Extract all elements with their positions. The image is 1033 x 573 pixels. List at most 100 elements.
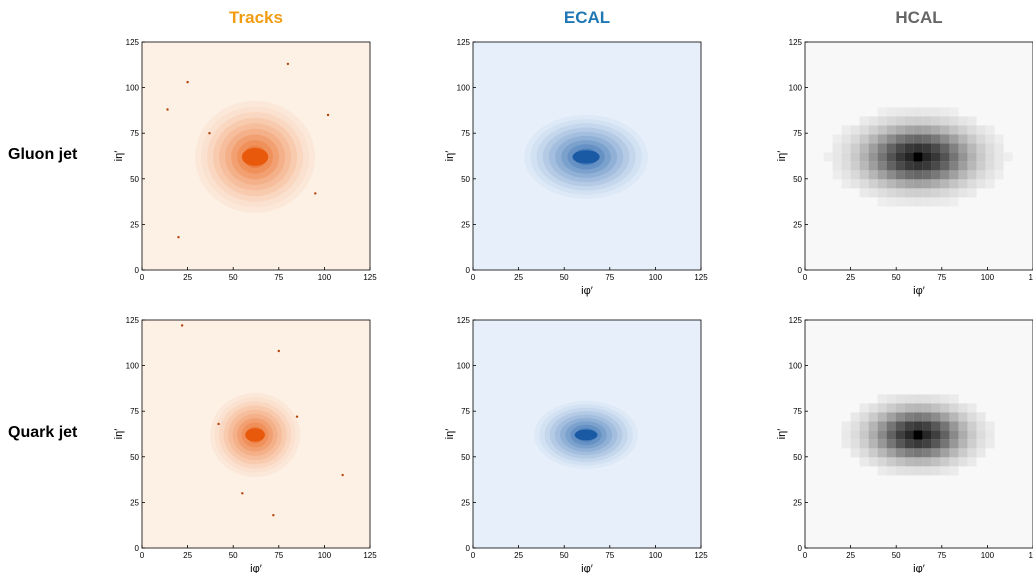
heatmap-cell xyxy=(850,448,860,458)
heatmap-cell xyxy=(940,107,950,117)
heatmap-cell xyxy=(922,448,932,458)
heatmap-cell xyxy=(967,430,977,440)
heatmap-cell xyxy=(931,430,941,440)
heatmap-cell xyxy=(895,394,905,404)
heatmap-cell xyxy=(913,466,923,476)
heatmap-cell xyxy=(913,188,923,198)
heatmap-cell xyxy=(922,179,932,189)
heatmap-cell xyxy=(985,179,995,189)
heatmap-cell xyxy=(868,457,878,467)
heatmap-peak-cell xyxy=(913,152,923,162)
y-tick-label: 25 xyxy=(130,220,139,229)
heatmap-cell xyxy=(949,116,959,126)
heatmap-cell xyxy=(922,412,932,422)
heatmap-cell xyxy=(913,394,923,404)
heatmap-cell xyxy=(940,152,950,162)
heatmap-cell xyxy=(940,421,950,431)
heatmap-cell xyxy=(931,457,941,467)
heatmap-cell xyxy=(859,143,869,153)
heatmap-cell xyxy=(913,421,923,431)
heatmap-cell xyxy=(877,188,887,198)
heatmap-cell xyxy=(877,134,887,144)
heatmap-cell xyxy=(904,421,914,431)
heatmap-cell xyxy=(841,430,851,440)
heatmap-cell xyxy=(940,448,950,458)
heatmap-cell xyxy=(967,152,977,162)
heatmap-cell xyxy=(940,188,950,198)
heatmap-cell xyxy=(877,116,887,126)
heatmap-cell xyxy=(886,188,896,198)
y-tick-label: 0 xyxy=(135,544,140,553)
x-tick-label: 50 xyxy=(892,551,901,560)
heatmap-cell xyxy=(949,179,959,189)
heatmap-cell xyxy=(859,403,869,413)
heatmap-cell xyxy=(904,197,914,207)
x-tick-label: 75 xyxy=(274,551,283,560)
panel-gluon-tracks: 00 25 25 50 50 75 75 100 100 125 125 iη′ xyxy=(113,38,377,282)
heatmap-cell xyxy=(904,457,914,467)
heatmap-cell xyxy=(868,179,878,189)
heatmap-cell xyxy=(994,134,1004,144)
heatmap-cell xyxy=(895,170,905,180)
track-hit xyxy=(277,349,280,353)
heatmap-cell xyxy=(859,430,869,440)
heatmap-cell xyxy=(868,412,878,422)
heatmap-cell xyxy=(859,179,869,189)
heatmap-cell xyxy=(904,179,914,189)
x-tick-label: 75 xyxy=(937,273,946,282)
track-hit xyxy=(286,62,290,66)
heatmap-cell xyxy=(922,197,932,207)
heatmap-cell xyxy=(1003,152,1013,162)
x-tick-label: 0 xyxy=(140,273,145,282)
heatmap-cell xyxy=(841,161,851,171)
heatmap-cell xyxy=(940,412,950,422)
x-axis-label: iφ′ xyxy=(581,285,593,297)
track-hit xyxy=(326,113,330,117)
column-title-tracks: Tracks xyxy=(229,8,283,27)
heatmap-cell xyxy=(913,197,923,207)
heatmap-cell xyxy=(868,421,878,431)
y-tick-label: 25 xyxy=(130,498,139,507)
heatmap-cell xyxy=(985,439,995,449)
panel-quark-tracks: 00 25 25 50 50 75 75 100 100 125 125 iφ′ iη′ xyxy=(113,316,377,573)
heatmap-cell xyxy=(958,403,968,413)
y-tick-label: 0 xyxy=(798,266,803,275)
x-tick-label: 50 xyxy=(229,551,238,560)
heatmap-cell xyxy=(868,188,878,198)
heatmap-cell xyxy=(940,403,950,413)
y-tick-label: 75 xyxy=(461,129,470,138)
axes-frame xyxy=(141,319,371,549)
heatmap-cell xyxy=(913,412,923,422)
heatmap-cell xyxy=(958,412,968,422)
heatmap-cell xyxy=(841,179,851,189)
heatmap-cell xyxy=(868,448,878,458)
x-tick-label: 25 xyxy=(514,551,523,560)
x-tick-label: 125 xyxy=(363,273,377,282)
heatmap-cell xyxy=(895,430,905,440)
heatmap-cell xyxy=(931,448,941,458)
heatmap-cell xyxy=(976,143,986,153)
heatmap-cell xyxy=(841,134,851,144)
heatmap-cell xyxy=(895,188,905,198)
heatmap-cell xyxy=(877,152,887,162)
track-hit xyxy=(272,513,275,517)
heatmap-cell xyxy=(877,457,887,467)
heatmap-cell xyxy=(859,152,869,162)
heatmap-cell xyxy=(886,116,896,126)
heatmap-cell xyxy=(913,179,923,189)
heatmap-cell xyxy=(841,439,851,449)
heatmap-cell xyxy=(895,448,905,458)
y-tick-label: 0 xyxy=(798,544,803,553)
y-tick-label: 75 xyxy=(461,407,470,416)
heatmap-peak-cell xyxy=(913,430,923,440)
heatmap-cell xyxy=(904,448,914,458)
y-tick-label: 25 xyxy=(793,220,802,229)
heatmap-cell xyxy=(850,134,860,144)
heatmap-cell xyxy=(904,403,914,413)
track-hit xyxy=(166,108,169,111)
heatmap-cell xyxy=(958,125,968,135)
heatmap-cell xyxy=(904,412,914,422)
heatmap-cell xyxy=(967,412,977,422)
